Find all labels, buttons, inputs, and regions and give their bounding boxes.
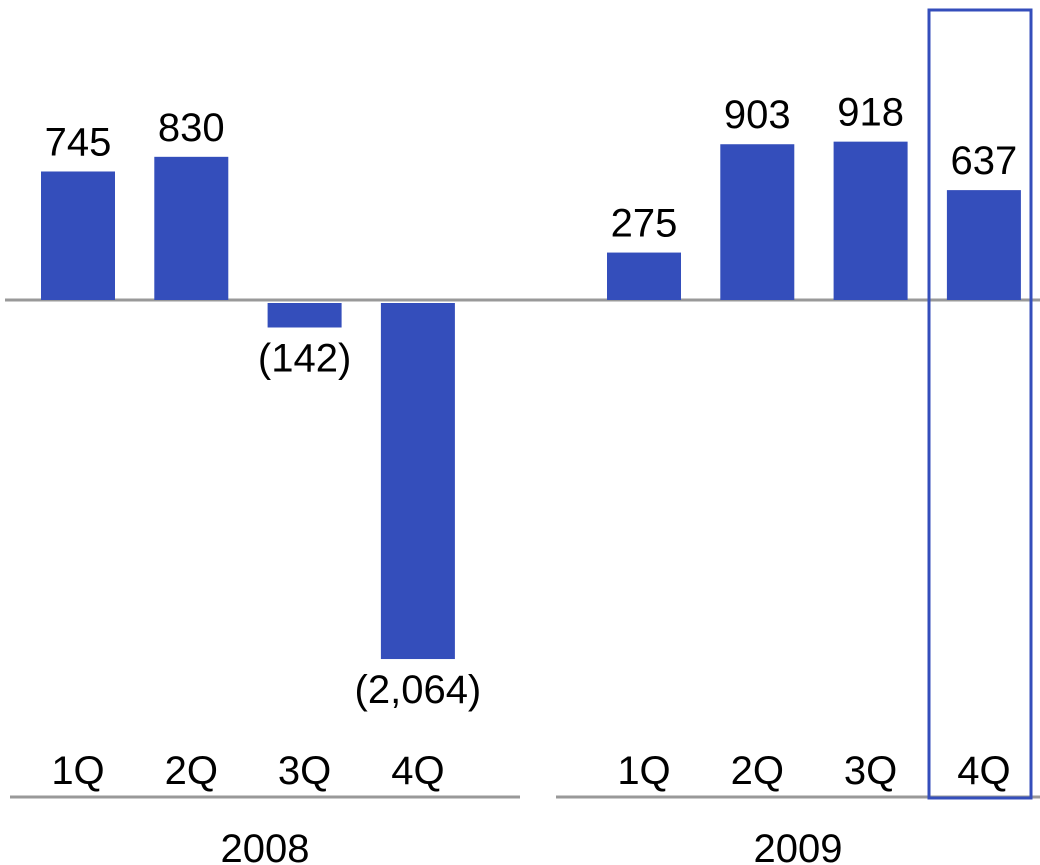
data-label-2008-3Q: (142)	[258, 336, 351, 380]
bar-2009-3Q	[833, 141, 908, 300]
data-label-2009-4Q: 637	[951, 139, 1018, 183]
bar-2008-1Q	[41, 171, 115, 300]
category-label-2009-2Q: 2Q	[731, 749, 784, 793]
bar-2009-1Q	[607, 252, 681, 300]
category-label-2009-1Q: 1Q	[617, 749, 670, 793]
bar-2008-3Q	[267, 303, 342, 328]
bar-2009-2Q	[720, 144, 795, 300]
data-label-2008-1Q: 745	[45, 120, 112, 164]
group-label-2008: 2008	[221, 827, 310, 865]
category-label-2008-1Q: 1Q	[51, 749, 104, 793]
category-label-2008-4Q: 4Q	[391, 749, 444, 793]
bar-2009-4Q	[946, 190, 1021, 300]
category-label-2009-3Q: 3Q	[844, 749, 897, 793]
bar-2008-4Q	[380, 303, 455, 660]
category-label-2008-3Q: 3Q	[278, 749, 331, 793]
data-label-2008-4Q: (2,064)	[355, 668, 482, 712]
category-label-2009-4Q: 4Q	[957, 749, 1010, 793]
category-label-2008-2Q: 2Q	[165, 749, 218, 793]
data-label-2008-2Q: 830	[158, 106, 225, 150]
highlight-box	[927, 8, 1033, 800]
data-label-2009-1Q: 275	[611, 202, 678, 246]
data-label-2009-2Q: 903	[724, 93, 791, 137]
data-label-2009-3Q: 918	[837, 91, 904, 135]
bar-2008-2Q	[154, 156, 229, 300]
group-label-2009: 2009	[754, 827, 843, 865]
